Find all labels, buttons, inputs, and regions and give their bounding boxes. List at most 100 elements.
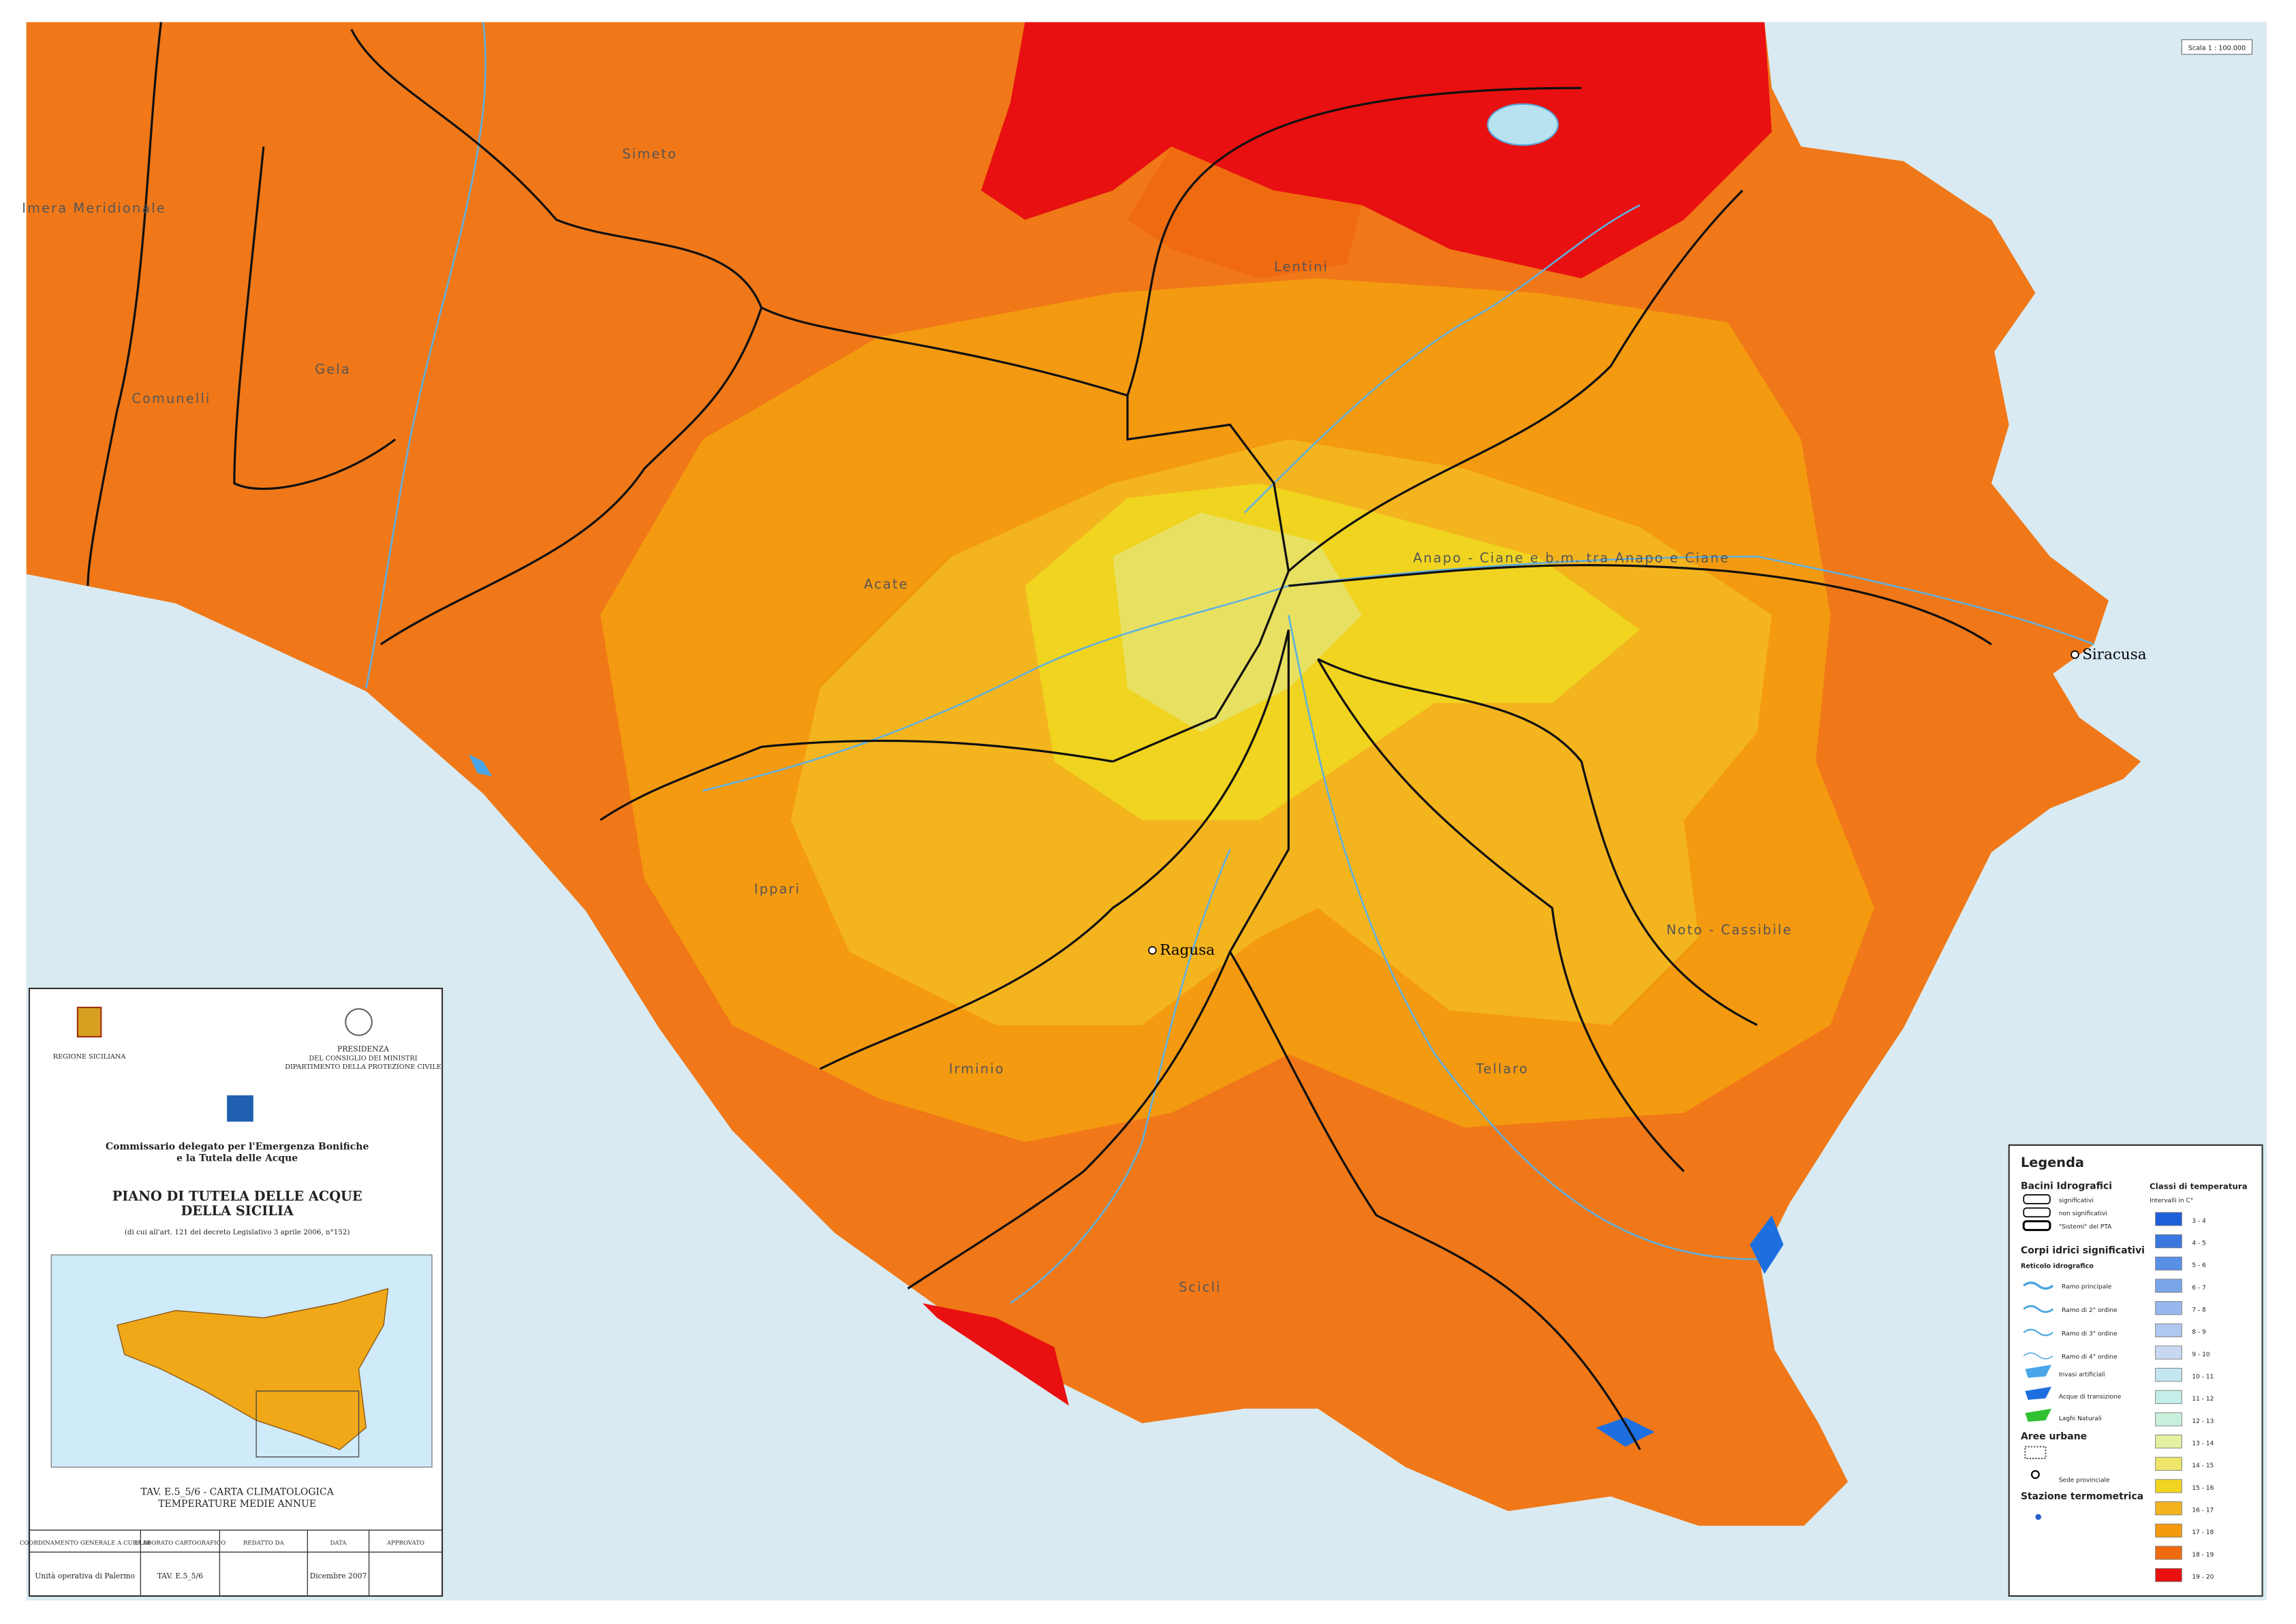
- legend-heading: Aree urbane: [2021, 1431, 2087, 1442]
- basin-boundary: [350, 29, 1128, 397]
- legend-label: 17 - 18: [2192, 1529, 2214, 1536]
- legend-label: 5 - 6: [2192, 1262, 2206, 1269]
- sheet-title: TEMPERATURE MEDIE ANNUE: [158, 1499, 316, 1510]
- legend-symbol: [2023, 1305, 2054, 1313]
- legend-label: significativi: [2059, 1198, 2094, 1204]
- table-header: REDATTO DA: [243, 1540, 285, 1547]
- basin-boundary: [1316, 658, 1685, 1172]
- legend-symbol: [2025, 1364, 2052, 1378]
- legend-label: 18 - 19: [2192, 1552, 2214, 1559]
- basin-label: Tellaro: [1475, 1061, 1528, 1077]
- basin-label: Comunelli: [131, 390, 211, 406]
- inset-sicily: [117, 1287, 389, 1450]
- legend-label: Ramo di 4° ordine: [2062, 1354, 2117, 1361]
- state-emblem: [345, 1008, 373, 1036]
- legend-swatch: [2155, 1479, 2182, 1493]
- legend-symbol: [2025, 1408, 2052, 1422]
- lake: [468, 754, 493, 777]
- inset-highlight: [255, 1390, 360, 1458]
- river: [1288, 555, 2094, 646]
- basin-boundary: [87, 22, 163, 586]
- river: [1243, 204, 1641, 514]
- legend-subheading: Reticolo idrografico: [2021, 1262, 2094, 1270]
- plan-title: PIANO DI TUTELA DELLE ACQUE: [112, 1189, 362, 1204]
- zone-19-20: [922, 1303, 1069, 1406]
- basin-label: Anapo - Ciane e b.m. tra Anapo e Ciane: [1413, 550, 1730, 566]
- river: [1288, 614, 1758, 1260]
- legend-label: Acque di transizione: [2059, 1394, 2122, 1401]
- basin-boundary: [907, 951, 1231, 1290]
- commissioner: Commissario delegato per l'Emergenza Bon…: [106, 1141, 369, 1152]
- legend-swatch: [2155, 1212, 2182, 1226]
- table-header: ELABORATO CARTOGRAFICO: [135, 1540, 226, 1547]
- title-texts: REGIONE SICILIANA PRESIDENZA DEL CONSIGLIO…: [20, 1044, 441, 1580]
- basin-boundary: [600, 739, 1113, 822]
- info-table: [29, 1529, 443, 1596]
- basin-boundary: [1288, 563, 1992, 646]
- presidency: PRESIDENZA: [337, 1044, 389, 1053]
- legend-swatch: [2155, 1234, 2182, 1249]
- legend-swatch: [2155, 1390, 2182, 1404]
- basin-boundary: [379, 307, 763, 646]
- basin-boundaries: [87, 22, 1992, 1450]
- legend-symbol: [2035, 1514, 2042, 1520]
- lake: [1487, 103, 1559, 146]
- legend-swatch: [2155, 1345, 2182, 1360]
- basin-boundary: [1317, 657, 1758, 1027]
- presidency: DIPARTIMENTO DELLA PROTEZIONE CIVILE: [285, 1063, 441, 1071]
- legend-heading: Bacini Idrografici: [2021, 1181, 2112, 1191]
- legend-swatch: [2155, 1256, 2182, 1270]
- legend-swatch: [2155, 1568, 2182, 1582]
- region-name: REGIONE SICILIANA: [53, 1053, 127, 1061]
- legend-swatch: [2155, 1412, 2182, 1426]
- legend-label: Ramo principale: [2062, 1284, 2112, 1291]
- legend-swatch: [2155, 1501, 2182, 1516]
- legend-symbol: [2023, 1281, 2054, 1290]
- legend-symbol: [2023, 1194, 2051, 1204]
- legend-swatch: [2155, 1279, 2182, 1293]
- legend-swatch: [2155, 1368, 2182, 1382]
- scale-text: Scala 1 : 100.000: [2188, 44, 2246, 52]
- legend-label: 8 - 9: [2192, 1329, 2206, 1336]
- legend-swatch: [2155, 1546, 2182, 1560]
- basin-label: Acate: [864, 576, 909, 592]
- basin-boundary: [1126, 87, 1582, 396]
- legend-symbol: [2030, 1470, 2040, 1479]
- legend-label: 19 - 20: [2192, 1574, 2214, 1581]
- legend-label: "Sistemi" del PTA: [2059, 1223, 2112, 1230]
- sheet-title: TAV. E.5_5/6 - CARTA CLIMATOLOGICA: [141, 1487, 335, 1498]
- legend-label: 9 - 10: [2192, 1352, 2209, 1358]
- basin-boundary: [1228, 629, 1641, 1450]
- legend-swatch: [2155, 1323, 2182, 1337]
- city-label: Siracusa: [2082, 646, 2147, 663]
- basin-boundary: [1112, 395, 1290, 763]
- city-marker: [1148, 946, 1157, 955]
- table-value: Dicembre 2007: [310, 1572, 367, 1580]
- zone-14-15: [1113, 512, 1362, 732]
- lagoon: [1750, 1215, 1784, 1275]
- zone-18-19: [1127, 146, 1362, 279]
- region-emblem: [76, 1006, 102, 1037]
- legend-label: 12 - 13: [2192, 1418, 2214, 1425]
- legend-label: 13 - 14: [2192, 1441, 2214, 1448]
- basin-label: Noto - Cassibile: [1666, 922, 1793, 937]
- legend-swatch: [2155, 1456, 2182, 1471]
- legend-label: Ramo di 2° ordine: [2062, 1307, 2117, 1314]
- legend-symbol: [2023, 1328, 2053, 1337]
- legend-label: 6 - 7: [2192, 1285, 2205, 1292]
- river: [702, 584, 1289, 792]
- legend-items: Legenda Bacini Idrografici significativi no…: [2021, 1155, 2248, 1582]
- city-label: Ragusa: [1160, 942, 1215, 959]
- basin-boundary: [1288, 189, 1743, 572]
- basin-boundary: [233, 146, 397, 490]
- legend-title: Legenda: [2021, 1155, 2084, 1170]
- legend-symbol: [2025, 1386, 2052, 1400]
- basin-label: Simeto: [622, 146, 677, 161]
- legend-symbol: [2023, 1352, 2053, 1360]
- legend-label: Ramo di 3° ordine: [2062, 1330, 2117, 1337]
- basin-label: Imera Meridionale: [22, 200, 166, 216]
- legend-swatch: [2155, 1301, 2182, 1315]
- legend: Legenda Bacini Idrografici significativi no…: [2008, 1144, 2263, 1597]
